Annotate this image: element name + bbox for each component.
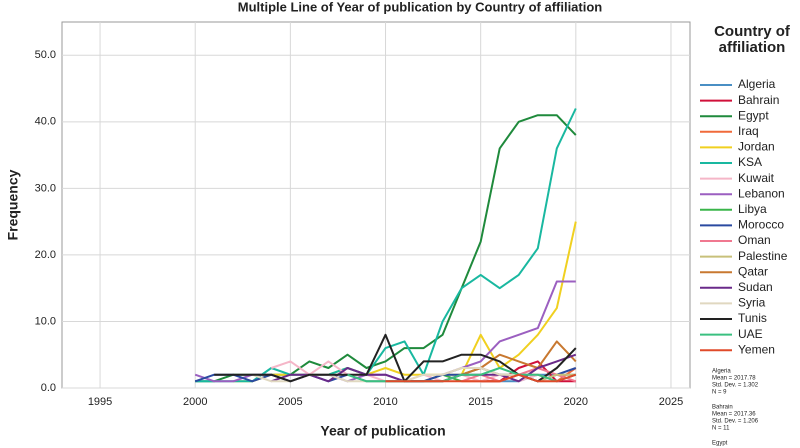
legend-label: Sudan — [738, 280, 773, 294]
legend-label: Palestine — [738, 249, 788, 263]
legend-label: Jordan — [738, 140, 775, 154]
legend-label: Morocco — [738, 218, 784, 232]
legend-label: Iraq — [738, 124, 759, 138]
annotation: Algeria — [712, 369, 731, 375]
x-tick-label: 2015 — [468, 396, 492, 408]
y-tick-label: 30.0 — [35, 182, 56, 194]
annotation: Mean = 2017.36 — [712, 412, 756, 418]
y-tick-label: 10.0 — [35, 315, 56, 327]
legend-label: Kuwait — [738, 171, 775, 185]
annotation: Std. Dev. = 1.302 — [712, 383, 759, 389]
annotation: Egypt — [712, 441, 728, 447]
x-tick-label: 2025 — [659, 396, 683, 408]
series-line — [214, 333, 577, 383]
series-line — [385, 373, 577, 383]
y-tick-label: 20.0 — [35, 249, 56, 261]
chart-title: Multiple Line of Year of publication by … — [238, 0, 603, 14]
legend-title: Country of affiliation — [714, 23, 790, 56]
x-tick-label: 2005 — [278, 396, 302, 408]
x-axis-label: Year of publication — [320, 423, 445, 439]
annotation: Mean = 2017.78 — [712, 376, 756, 382]
annotation: Bahrain — [712, 405, 733, 411]
y-tick-label: 50.0 — [35, 49, 56, 61]
y-tick-label: 0.0 — [41, 382, 56, 394]
x-tick-label: 2020 — [564, 396, 588, 408]
series-line — [233, 221, 577, 383]
x-tick-label: 2010 — [373, 396, 397, 408]
series-line — [442, 340, 577, 383]
annotation: N = 9 — [712, 390, 727, 396]
legend-label: Lebanon — [738, 186, 785, 200]
legend-label: Bahrain — [738, 93, 779, 107]
legend-label: KSA — [738, 155, 762, 169]
legend-label: Syria — [738, 296, 766, 310]
legend-label: Libya — [738, 202, 767, 216]
annotation: Std. Dev. = 1.206 — [712, 419, 759, 425]
legend-label: Tunis — [738, 311, 767, 325]
legend-label: Oman — [738, 233, 771, 247]
x-tick-label: 2000 — [183, 396, 207, 408]
y-tick-label: 40.0 — [35, 116, 56, 128]
legend-label: Qatar — [738, 264, 768, 278]
y-axis-label: Frequency — [5, 169, 21, 240]
annotation: N = 11 — [712, 426, 730, 432]
legend-label: Egypt — [738, 108, 769, 122]
legend-label: UAE — [738, 327, 763, 341]
legend-label: Yemen — [738, 342, 775, 356]
legend-label: Algeria — [738, 77, 776, 91]
plot-frame — [61, 21, 691, 389]
x-tick-label: 1995 — [88, 396, 112, 408]
